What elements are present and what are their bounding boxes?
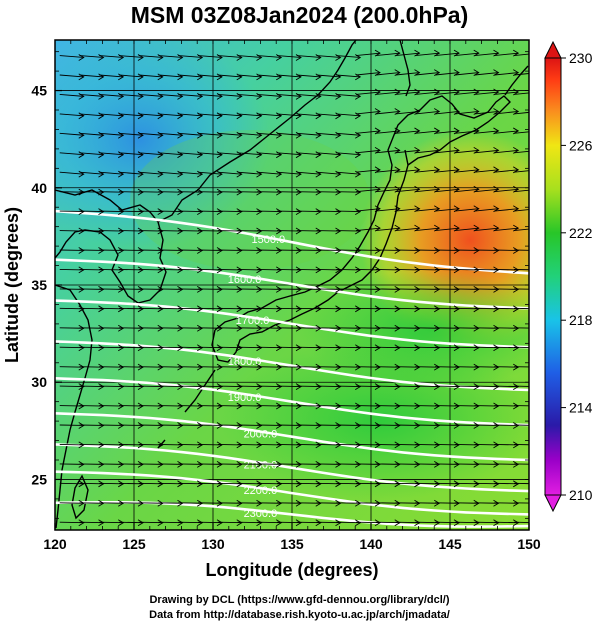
y-tick-label: 25 [31, 471, 47, 487]
colorbar-max-arrow [544, 40, 562, 59]
colorbar-tick-label: 218 [569, 312, 593, 328]
contour-line [55, 209, 529, 275]
wind-arrow [513, 482, 529, 485]
y-tick-label: 40 [31, 180, 47, 196]
y-tick-label: 35 [31, 277, 47, 293]
contour-line [55, 412, 529, 462]
x-axis-title: Longitude (degrees) [205, 560, 378, 580]
wind-arrow [513, 249, 529, 251]
credits-line-drawing: Drawing by DCL (https://www.gfd-dennou.o… [149, 594, 450, 606]
contour-label: 1700.0 [236, 315, 270, 327]
wind-arrow [513, 502, 529, 504]
wind-arrow [513, 288, 529, 290]
x-tick-label: 120 [43, 536, 67, 552]
colorbar-tick-label: 230 [569, 50, 593, 66]
x-tick-label: 145 [438, 536, 462, 552]
credits: Drawing by DCL (https://www.gfd-dennou.o… [0, 593, 599, 623]
wind-arrow [513, 405, 529, 407]
wind-arrow [513, 521, 529, 523]
contour-line [55, 258, 529, 310]
wind-arrow [513, 189, 529, 193]
contour-line [55, 299, 529, 349]
wind-arrow [513, 346, 529, 348]
wind-arrow [513, 53, 529, 57]
contour-label: 1900.0 [228, 392, 262, 404]
colorbar-tick-label: 226 [569, 137, 593, 153]
x-tick-label: 130 [201, 536, 225, 552]
temperature-field [55, 40, 529, 530]
contour-label: 1500.0 [251, 234, 285, 246]
wind-arrow [513, 268, 529, 271]
x-tick-label: 140 [359, 536, 383, 552]
wind-arrow [513, 73, 529, 76]
wind-arrow [513, 463, 529, 465]
x-tick-label: 135 [280, 536, 304, 552]
wind-arrow [513, 170, 529, 173]
credits-line-data: Data from http://database.rish.kyoto-u.a… [149, 609, 450, 621]
wind-arrow [513, 307, 529, 310]
geopotential-contours: 1500.0 1600.0 1700.0 1800.0 1900.0 2000.0 2100… [55, 209, 529, 528]
contour-label: 2000.0 [244, 429, 278, 441]
contour-line [55, 443, 529, 493]
axes: 120 125 130 135 140 145 150 25 30 35 40 45 [31, 40, 541, 552]
colorbar: 210 214 218 222 226 230 [544, 40, 593, 513]
y-tick-label: 30 [31, 374, 47, 390]
wind-arrow [513, 131, 529, 134]
wind-arrow [513, 209, 529, 212]
y-tick-label: 45 [31, 83, 47, 99]
wind-arrow [513, 366, 529, 368]
wind-arrow [513, 111, 529, 115]
wind-arrow [513, 424, 529, 426]
contour-label: 2300.0 [244, 508, 278, 520]
contour-label: 1800.0 [228, 356, 262, 368]
wind-arrow [513, 385, 529, 387]
colorbar-tick-label: 222 [569, 225, 593, 241]
x-tick-label: 150 [517, 536, 541, 552]
colorbar-tick-label: 210 [569, 487, 593, 503]
wind-vectors [59, 49, 529, 527]
wind-arrow [513, 327, 529, 329]
colorbar-min-arrow [544, 494, 562, 513]
y-axis-title: Latitude (degrees) [2, 207, 22, 363]
wind-arrow [513, 150, 529, 154]
contour-label: 2200.0 [244, 485, 278, 497]
wind-arrow [513, 92, 529, 95]
contour-line [55, 377, 529, 427]
wind-arrow [513, 228, 529, 232]
wind-arrow [513, 443, 529, 446]
contour-line [55, 470, 529, 516]
map-title: MSM 03Z08Jan2024 (200.0hPa) [130, 2, 469, 28]
contour-label: 1600.0 [228, 274, 262, 286]
x-tick-label: 125 [122, 536, 146, 552]
colorbar-tick-label: 214 [569, 400, 593, 416]
contour-label: 2100.0 [244, 460, 278, 472]
